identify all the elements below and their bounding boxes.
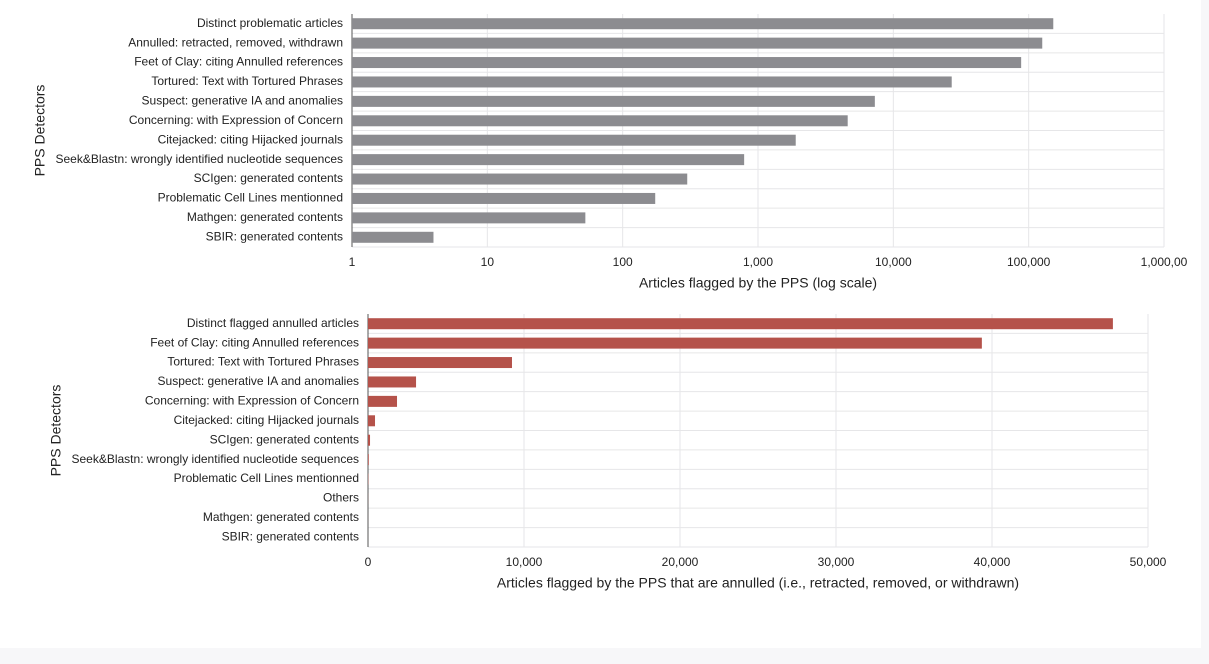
x-tick-label: 100 [613,255,633,269]
x-tick-label: 0 [365,555,372,569]
y-tick-label: Annulled: retracted, removed, withdrawn [128,35,343,49]
y-tick-label: Suspect: generative IA and anomalies [158,374,359,388]
y-tick-label: Mathgen: generated contents [187,210,343,224]
y-tick-label: Others [323,491,359,505]
y-tick-label: SBIR: generated contents [222,529,359,543]
y-tick-label: Seek&Blastn: wrongly identified nucleoti… [55,152,343,166]
bar [368,318,1113,330]
bar [352,95,875,107]
x-tick-label: 20,000 [662,555,699,569]
bar [368,434,371,446]
y-tick-label: Distinct problematic articles [197,16,343,30]
y-tick-label: Seek&Blastn: wrongly identified nucleoti… [71,452,359,466]
bar [352,115,848,127]
bar [352,18,1054,30]
y-tick-label: Concerning: with Expression of Concern [145,394,359,408]
bar [352,154,745,166]
bar [368,357,512,369]
y-tick-label: Distinct flagged annulled articles [187,316,359,330]
y-tick-label: Problematic Cell Lines mentionned [174,471,359,485]
bar [352,37,1043,49]
y-tick-label: Suspect: generative IA and anomalies [142,94,343,108]
y-tick-label: Tortured: Text with Tortured Phrases [167,355,359,369]
x-axis-label: Articles flagged by the PPS that are ann… [497,575,1019,591]
y-tick-label: SBIR: generated contents [206,229,343,243]
bar [352,134,796,146]
y-tick-label: Citejacked: citing Hijacked journals [174,413,359,427]
x-tick-label: 1 [349,255,356,269]
bar [352,231,434,243]
y-tick-label: Feet of Clay: citing Annulled references [150,335,359,349]
y-tick-label: SCIgen: generated contents [210,432,359,446]
bar [368,415,376,427]
x-tick-label: 1,000,00 [1141,255,1188,269]
x-tick-label: 1,000 [743,255,773,269]
bar [368,376,417,388]
bar [352,212,586,224]
x-tick-label: 10,000 [506,555,543,569]
y-tick-label: Mathgen: generated contents [203,510,359,524]
x-axis-label: Articles flagged by the PPS (log scale) [639,275,877,291]
bar [368,454,369,466]
x-tick-label: 10 [481,255,495,269]
bar [352,57,1022,69]
y-tick-label: Feet of Clay: citing Annulled references [134,55,343,69]
x-tick-label: 100,000 [1007,255,1051,269]
y-tick-label: Problematic Cell Lines mentionned [158,191,343,205]
x-tick-label: 30,000 [818,555,855,569]
bar [368,337,982,349]
x-tick-label: 10,000 [875,255,912,269]
y-tick-label: SCIgen: generated contents [194,171,343,185]
bar [352,192,656,204]
y-tick-label: Concerning: with Expression of Concern [129,113,343,127]
bar [352,76,952,88]
y-axis-label: PPS Detectors [48,385,64,477]
y-axis-label: PPS Detectors [32,85,48,177]
bar [368,395,398,407]
x-tick-label: 40,000 [974,555,1011,569]
y-tick-label: Tortured: Text with Tortured Phrases [151,74,343,88]
bar [352,173,688,185]
y-tick-label: Citejacked: citing Hijacked journals [158,132,343,146]
x-tick-label: 50,000 [1130,555,1167,569]
